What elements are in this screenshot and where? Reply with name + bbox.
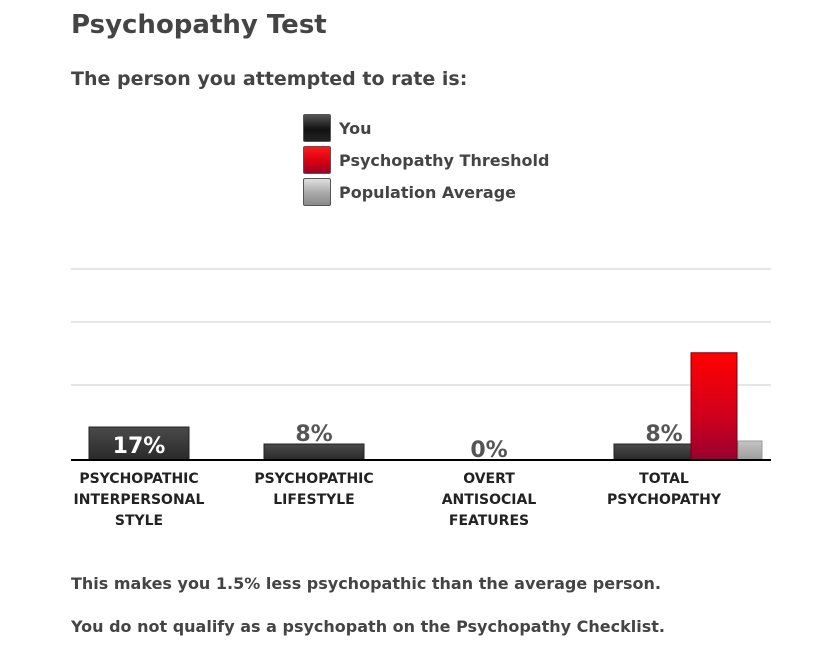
value-label-you: 0% bbox=[470, 438, 507, 463]
category-label: PSYCHOPATHIC INTERPERSONAL STYLE bbox=[74, 471, 205, 529]
category-labels: PSYCHOPATHIC INTERPERSONAL STYLE PSYCHOPATH… bbox=[74, 471, 722, 529]
value-label-you: 17% bbox=[113, 434, 166, 459]
legend-swatch-threshold bbox=[303, 146, 331, 174]
value-label-you: 8% bbox=[295, 422, 332, 447]
legend-item-you: You bbox=[303, 112, 549, 144]
comparison-note: This makes you 1.5% less psychopathic th… bbox=[71, 574, 661, 593]
category-label: OVERT ANTISOCIAL FEATURES bbox=[442, 471, 537, 529]
bar-average bbox=[737, 440, 763, 461]
value-label-you: 8% bbox=[645, 422, 682, 447]
legend-item-average: Population Average bbox=[303, 176, 549, 208]
page-subtitle: The person you attempted to rate is: bbox=[71, 68, 468, 90]
legend-swatch-average bbox=[303, 178, 331, 206]
bars bbox=[88, 352, 763, 461]
legend-label-average: Population Average bbox=[339, 182, 517, 202]
bar-chart: 17% 8% 0% 8% PSYCHOPATHIC INTERPERSONAL STYLE… bbox=[71, 268, 771, 529]
bar-you bbox=[88, 426, 190, 461]
value-labels: 17% 8% 0% 8% bbox=[113, 422, 683, 463]
legend-item-threshold: Psychopathy Threshold bbox=[303, 144, 549, 176]
grid-lines bbox=[71, 268, 771, 386]
category-label: TOTAL PSYCHOPATHY bbox=[607, 471, 722, 508]
bar-threshold bbox=[690, 352, 738, 461]
chart-legend: You Psychopathy Threshold Population Ave… bbox=[303, 112, 549, 208]
category-label: PSYCHOPATHIC LIFESTYLE bbox=[254, 471, 373, 508]
legend-label-you: You bbox=[339, 118, 372, 138]
legend-swatch-you bbox=[303, 114, 331, 142]
legend-label-threshold: Psychopathy Threshold bbox=[339, 150, 550, 170]
page-title: Psychopathy Test bbox=[71, 10, 327, 40]
qualification-note: You do not qualify as a psychopath on th… bbox=[71, 617, 665, 636]
